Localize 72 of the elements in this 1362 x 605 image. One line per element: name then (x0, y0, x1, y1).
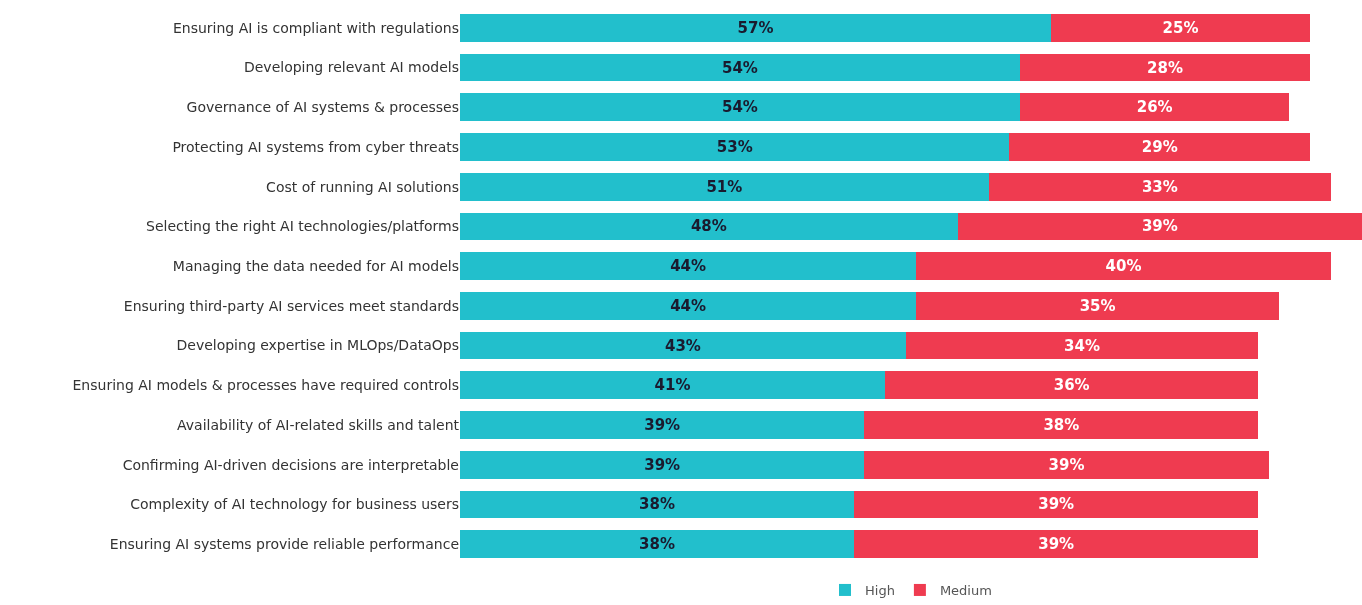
data-label: 38% (639, 495, 675, 514)
data-label: 34% (1064, 336, 1101, 355)
y-tick-label: Ensuring third-party AI services meet standards (123, 297, 459, 314)
data-label: 43% (664, 336, 701, 355)
bar (460, 411, 865, 439)
y-tick-label: Complexity of AI technology for business users (130, 496, 459, 513)
y-tick-label: Protecting AI systems from cyber threats (172, 138, 459, 155)
data-label: 28% (1147, 58, 1183, 77)
y-tick-label: Developing expertise in MLOps/DataOps (176, 337, 459, 354)
y-tick-label: Ensuring AI is compliant with regulations (172, 19, 459, 36)
data-label: 26% (1136, 98, 1173, 117)
bar (460, 490, 854, 519)
legend-label: Medium (939, 583, 992, 599)
data-label: 38% (639, 535, 675, 554)
data-label: 53% (716, 138, 753, 156)
data-label: 44% (670, 257, 707, 276)
data-label: 29% (1141, 138, 1178, 156)
data-label: 39% (1048, 455, 1085, 474)
bar (988, 172, 1331, 201)
bar (885, 371, 1259, 400)
bar (460, 371, 886, 400)
bar (460, 53, 1020, 82)
bar (460, 13, 1051, 42)
legend-label: High (865, 583, 895, 599)
bar (853, 490, 1259, 519)
bar (460, 133, 1010, 161)
bar (864, 411, 1259, 439)
data-label: 48% (690, 217, 727, 236)
bar (916, 291, 1280, 320)
bar (916, 252, 1331, 281)
data-label: 39% (644, 455, 681, 474)
bar (905, 331, 1259, 360)
bar (460, 212, 958, 241)
bar (460, 93, 1020, 122)
y-tick-label: Selecting the right AI technologies/platforms (146, 218, 459, 235)
bar (460, 450, 865, 479)
data-label: 39% (644, 416, 681, 434)
bar (1050, 13, 1311, 42)
bar (864, 450, 1269, 479)
bar (957, 212, 1362, 241)
bar (460, 530, 854, 559)
y-tick-label: Cost of running AI solutions (266, 178, 459, 195)
bar (1019, 53, 1311, 82)
data-label: 33% (1141, 177, 1178, 196)
data-label: 35% (1079, 296, 1116, 315)
y-tick-label: Ensuring AI models & processes have required controls (72, 377, 459, 394)
data-label: 54% (721, 58, 758, 77)
data-label: 25% (1162, 18, 1199, 37)
data-label: 38% (1043, 416, 1080, 434)
data-label: 57% (737, 18, 774, 37)
data-label: 36% (1053, 376, 1090, 395)
y-tick-label: Managing the data needed for AI models (172, 258, 459, 275)
bar (460, 331, 906, 360)
bar (1019, 93, 1290, 122)
bar (460, 172, 989, 201)
y-tick-label: Availability of AI-related skills and talent (177, 416, 460, 433)
bar (460, 252, 917, 281)
y-tick-label: Confirming AI-driven decisions are interpretable (122, 456, 459, 473)
data-label: 39% (1141, 217, 1178, 236)
bar (460, 291, 917, 320)
bar (1009, 133, 1311, 161)
bar (853, 530, 1259, 559)
data-label: 51% (706, 177, 743, 196)
data-label: 44% (670, 296, 707, 315)
data-label: 39% (1038, 535, 1075, 554)
data-label: 39% (1038, 495, 1075, 514)
data-label: 40% (1105, 257, 1142, 276)
data-label: 41% (654, 376, 691, 395)
data-label: 54% (721, 98, 758, 117)
y-tick-label: Governance of AI systems & processes (186, 99, 459, 116)
y-tick-label: Ensuring AI systems provide reliable performance (109, 536, 459, 553)
y-tick-label: Developing relevant AI models (243, 59, 459, 76)
